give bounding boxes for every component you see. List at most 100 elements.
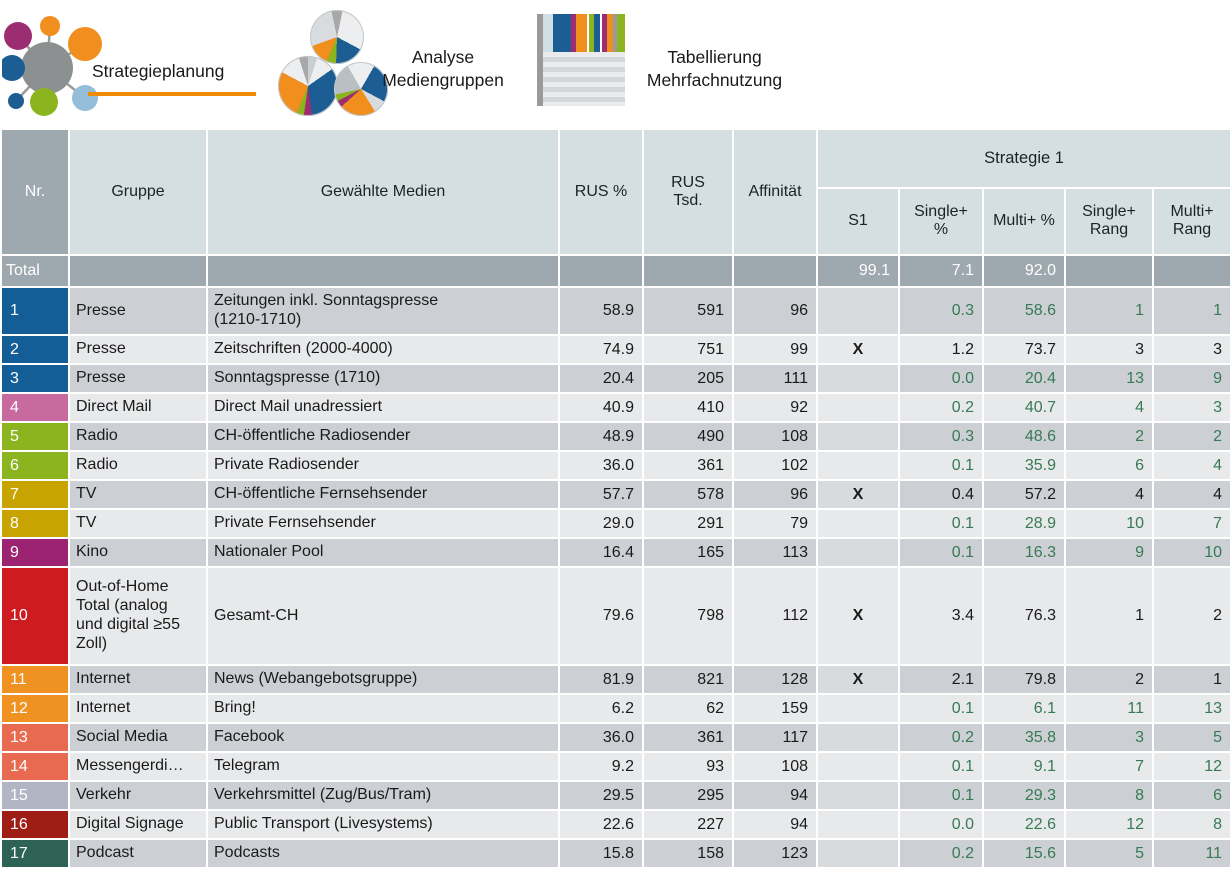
strategy-select-cell[interactable]: [818, 840, 898, 867]
row-affinitaet: 94: [734, 782, 816, 809]
row-multi-pct: 58.6: [984, 288, 1064, 334]
strategy-select-cell[interactable]: [818, 288, 898, 334]
table-row[interactable]: 14 Messengerdi… Telegram 9.2 93 108 0.1 9.1 7 12: [2, 753, 1231, 780]
table-row[interactable]: 12 Internet Bring! 6.2 62 159 0.1 6.1 11 13: [2, 695, 1231, 722]
row-gruppe: Verkehr: [70, 782, 206, 809]
row-multi-pct: 76.3: [984, 568, 1064, 664]
total-single-pct: 7.1: [900, 256, 982, 286]
col-header-gewaehlte-medien: Gewählte Medien: [208, 130, 558, 254]
row-multi-rang: 1: [1154, 666, 1231, 693]
row-medien: Zeitschriften (2000-4000): [208, 336, 558, 363]
table-row[interactable]: 15 Verkehr Verkehrsmittel (Zug/Bus/Tram) 29…: [2, 782, 1231, 809]
row-multi-pct: 79.8: [984, 666, 1064, 693]
row-rus-pct: 79.6: [560, 568, 642, 664]
table-row[interactable]: 17 Podcast Podcasts 15.8 158 123 0.2 15.6 5 11: [2, 840, 1231, 867]
strategy-select-cell[interactable]: [818, 452, 898, 479]
col-header-gruppe: Gruppe: [70, 130, 206, 254]
row-number-badge: 16: [2, 811, 68, 838]
row-single-pct: 3.4: [900, 568, 982, 664]
row-single-rang: 1: [1066, 568, 1152, 664]
network-hub-icon: [0, 6, 102, 123]
row-rus-tsd: 93: [644, 753, 732, 780]
strategy-select-cell[interactable]: X: [818, 336, 898, 363]
table-row[interactable]: 1 Presse Zeitungen inkl. Sonntagspresse (1…: [2, 288, 1231, 334]
row-medien: Bring!: [208, 695, 558, 722]
row-medien: Direct Mail unadressiert: [208, 394, 558, 421]
row-medien: CH-öffentliche Radiosender: [208, 423, 558, 450]
row-number-badge: 14: [2, 753, 68, 780]
strategy-select-cell[interactable]: [818, 423, 898, 450]
table-row[interactable]: 10 Out-of-Home Total (analog und digital …: [2, 568, 1231, 664]
strategy-select-cell[interactable]: [818, 753, 898, 780]
row-rus-pct: 36.0: [560, 724, 642, 751]
row-multi-pct: 35.9: [984, 452, 1064, 479]
row-number-badge: 4: [2, 394, 68, 421]
media-strategy-table: Nr. Gruppe Gewählte Medien RUS % RUS Tsd…: [0, 128, 1232, 869]
col-header-single-pct: Single+ %: [900, 188, 982, 254]
table-row[interactable]: 6 Radio Private Radiosender 36.0 361 102 0.1 35…: [2, 452, 1231, 479]
row-single-pct: 0.2: [900, 840, 982, 867]
strategy-select-cell[interactable]: X: [818, 666, 898, 693]
row-multi-pct: 20.4: [984, 365, 1064, 392]
strategy-select-cell[interactable]: [818, 365, 898, 392]
row-medien: Public Transport (Livesystems): [208, 811, 558, 838]
table-row[interactable]: 8 TV Private Fernsehsender 29.0 291 79 0.1 28.9…: [2, 510, 1231, 537]
table-row[interactable]: 7 TV CH-öffentliche Fernsehsender 57.7 578 96…: [2, 481, 1231, 508]
row-number-badge: 12: [2, 695, 68, 722]
row-multi-rang: 10: [1154, 539, 1231, 566]
row-rus-tsd: 165: [644, 539, 732, 566]
row-single-pct: 2.1: [900, 666, 982, 693]
table-row[interactable]: 9 Kino Nationaler Pool 16.4 165 113 0.1 16.3 9 10: [2, 539, 1231, 566]
row-single-pct: 0.3: [900, 288, 982, 334]
row-rus-pct: 36.0: [560, 452, 642, 479]
row-rus-pct: 15.8: [560, 840, 642, 867]
row-gruppe: Presse: [70, 288, 206, 334]
strategy-select-cell[interactable]: [818, 811, 898, 838]
row-multi-pct: 9.1: [984, 753, 1064, 780]
row-multi-rang: 12: [1154, 753, 1231, 780]
row-rus-pct: 29.5: [560, 782, 642, 809]
row-affinitaet: 113: [734, 539, 816, 566]
row-medien: Podcasts: [208, 840, 558, 867]
table-row[interactable]: 13 Social Media Facebook 36.0 361 117 0.2 35.8 3…: [2, 724, 1231, 751]
row-gruppe: Radio: [70, 423, 206, 450]
row-affinitaet: 92: [734, 394, 816, 421]
table-row[interactable]: 4 Direct Mail Direct Mail unadressiert 40.9…: [2, 394, 1231, 421]
row-rus-pct: 40.9: [560, 394, 642, 421]
strategy-select-cell[interactable]: X: [818, 568, 898, 664]
row-multi-pct: 15.6: [984, 840, 1064, 867]
total-multi-pct: 92.0: [984, 256, 1064, 286]
total-rus-pct-empty: [560, 256, 642, 286]
row-affinitaet: 111: [734, 365, 816, 392]
table-row[interactable]: 3 Presse Sonntagspresse (1710) 20.4 205 111 0.…: [2, 365, 1231, 392]
total-medien-empty: [208, 256, 558, 286]
nav-item-strategieplanung[interactable]: Strategieplanung: [92, 61, 225, 81]
strategy-select-cell[interactable]: [818, 394, 898, 421]
row-single-pct: 0.1: [900, 695, 982, 722]
row-multi-pct: 29.3: [984, 782, 1064, 809]
strategy-select-cell[interactable]: [818, 695, 898, 722]
table-row[interactable]: 11 Internet News (Webangebotsgruppe) 81.9 82…: [2, 666, 1231, 693]
row-single-rang: 1: [1066, 288, 1152, 334]
strategy-select-cell[interactable]: [818, 510, 898, 537]
nav-item-analyse-mediengruppen[interactable]: Analyse Mediengruppen: [382, 47, 504, 90]
row-multi-rang: 5: [1154, 724, 1231, 751]
strategy-select-cell[interactable]: X: [818, 481, 898, 508]
row-affinitaet: 123: [734, 840, 816, 867]
strategy-select-cell[interactable]: [818, 782, 898, 809]
row-multi-rang: 2: [1154, 423, 1231, 450]
row-number-badge: 3: [2, 365, 68, 392]
strategy-select-cell[interactable]: [818, 539, 898, 566]
nav-item-tabellierung-mehrfachnutzung[interactable]: Tabellierung Mehrfachnutzung: [646, 47, 783, 90]
table-row[interactable]: 5 Radio CH-öffentliche Radiosender 48.9 490 1…: [2, 423, 1231, 450]
row-medien: Sonntagspresse (1710): [208, 365, 558, 392]
col-header-affinitaet: Affinität: [734, 130, 816, 254]
row-rus-tsd: 62: [644, 695, 732, 722]
table-row[interactable]: 2 Presse Zeitschriften (2000-4000) 74.9 751 9…: [2, 336, 1231, 363]
strategy-select-cell[interactable]: [818, 724, 898, 751]
row-rus-tsd: 821: [644, 666, 732, 693]
row-gruppe: Presse: [70, 336, 206, 363]
table-row[interactable]: 16 Digital Signage Public Transport (Lives…: [2, 811, 1231, 838]
row-single-rang: 7: [1066, 753, 1152, 780]
total-affinitaet-empty: [734, 256, 816, 286]
